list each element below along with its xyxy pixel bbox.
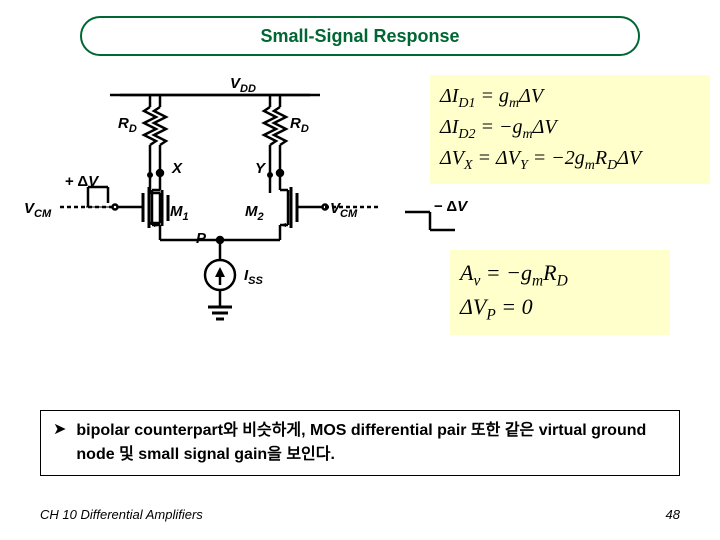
title-box: Small-Signal Response (80, 16, 640, 56)
label-iss: ISS (244, 267, 263, 287)
footer-page: 48 (666, 507, 680, 522)
label-rd-right: RD (290, 115, 309, 135)
equations-bottom: Av = −gmRD ΔVP = 0 (450, 250, 670, 335)
label-vcm-right: VCM (330, 200, 357, 220)
label-vcm-left: VCM (24, 200, 51, 220)
eq-di-d1: ΔID1 = gmΔV (440, 85, 700, 112)
bullet-marker: ➤ (53, 419, 66, 467)
minus-dv-step: − ΔV (400, 200, 480, 240)
bullet-box: ➤ bipolar counterpart와 비슷하게, MOS differe… (40, 410, 680, 476)
label-minus-dv: − ΔV (434, 198, 467, 215)
label-node-x: X (172, 160, 182, 177)
label-m2: M2 (245, 203, 264, 223)
circuit-diagram: VDD RD RD X Y M1 M2 P ISS VCM VCM + ΔV (30, 75, 430, 355)
bullet-text: bipolar counterpart와 비슷하게, MOS different… (76, 419, 667, 467)
label-node-y: Y (255, 160, 265, 177)
label-node-p: P (196, 230, 206, 247)
label-plus-dv: + ΔV (65, 173, 98, 190)
eq-av: Av = −gmRD (460, 260, 660, 290)
title-text: Small-Signal Response (260, 26, 459, 47)
footer-left: CH 10 Differential Amplifiers (40, 507, 203, 522)
eq-dvx-dvy: ΔVX = ΔVY = −2gmRDΔV (440, 147, 700, 174)
footer: CH 10 Differential Amplifiers 48 (40, 507, 680, 522)
label-vdd: VDD (230, 75, 256, 95)
eq-di-d2: ΔID2 = −gmΔV (440, 116, 700, 143)
eq-dvp: ΔVP = 0 (460, 294, 660, 324)
label-m1: M1 (170, 203, 189, 223)
equations-top: ΔID1 = gmΔV ΔID2 = −gmΔV ΔVX = ΔVY = −2g… (430, 75, 710, 184)
label-rd-left: RD (118, 115, 137, 135)
